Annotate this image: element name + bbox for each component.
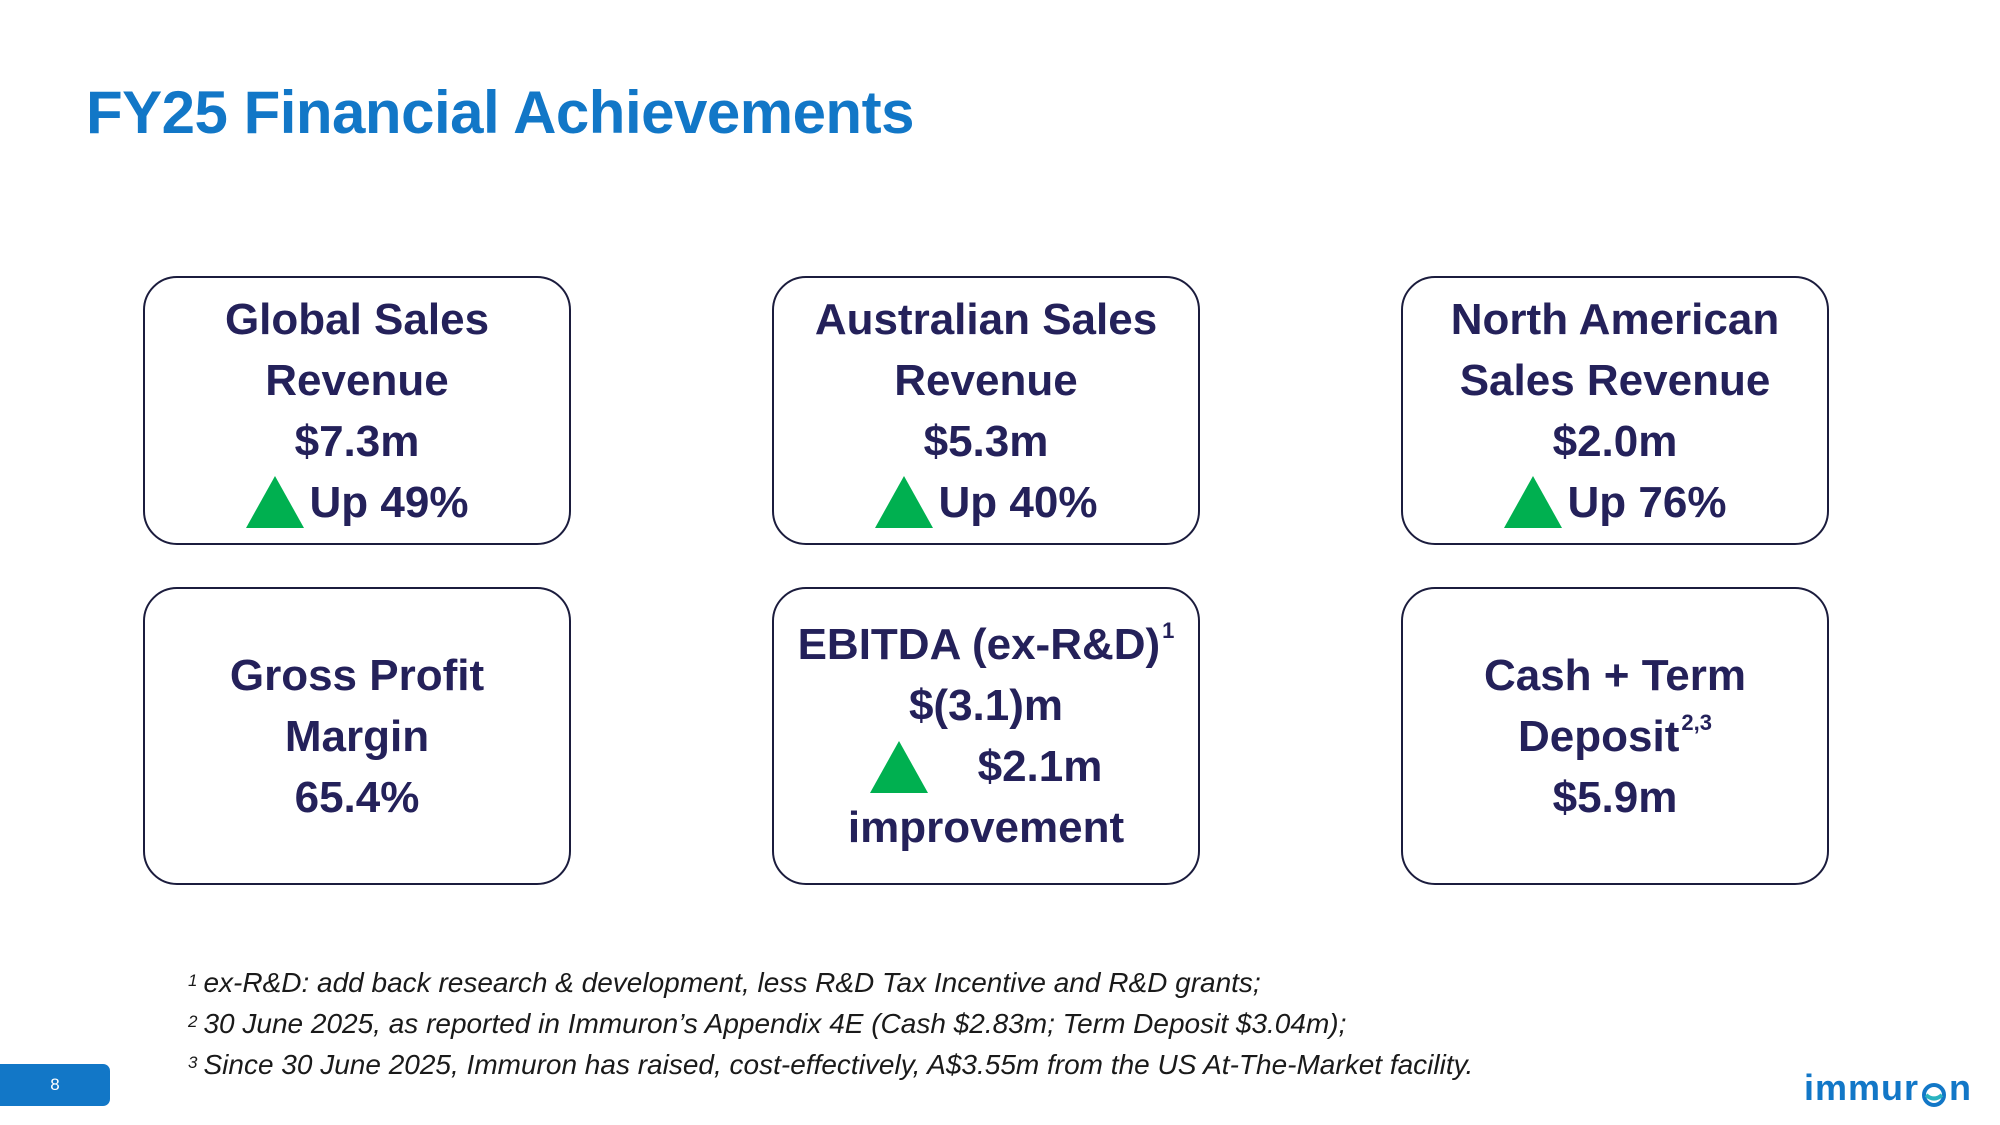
change-row: $2.1m <box>774 736 1198 797</box>
change-text: Up 76% <box>1567 477 1727 527</box>
footnote-text: 30 June 2025, as reported in Immuron’s A… <box>203 1008 1347 1039</box>
change-value: $2.1m <box>977 742 1103 791</box>
change-text: Up 40% <box>938 477 1098 527</box>
footnote-text: Since 30 June 2025, Immuron has raised, … <box>203 1049 1474 1080</box>
card-value: $5.9m <box>1552 772 1678 822</box>
footnote-number: 1 <box>188 971 198 990</box>
footnote-number: 2 <box>188 1012 198 1031</box>
change-row: Up 49% <box>145 472 569 533</box>
card-value: 65.4% <box>294 772 420 822</box>
footnote-ref: 1 <box>1162 618 1175 643</box>
footnotes: 1 ex-R&D: add back research & development… <box>188 962 1473 1085</box>
card-label: Sales Revenue <box>1459 355 1771 405</box>
card-label: Margin <box>284 711 430 761</box>
card-label: Cash + Term <box>1483 650 1747 700</box>
gross-profit-card: Gross Profit Margin 65.4% <box>143 587 571 885</box>
card-label: Deposit2,3 <box>1403 706 1827 767</box>
deposit-label: Deposit <box>1518 711 1680 761</box>
card-value: $5.3m <box>923 416 1049 466</box>
up-triangle-icon <box>1503 476 1562 528</box>
cash-term-deposit-card: Cash + Term Deposit2,3 $5.9m <box>1401 587 1829 885</box>
logo-swirl-icon <box>1921 1075 1947 1107</box>
page-number-badge: 8 <box>0 1064 110 1106</box>
ebitda-label: EBITDA (ex-R&D) <box>797 620 1161 669</box>
card-label: EBITDA (ex-R&D)1 <box>774 614 1198 675</box>
logo-text: n <box>1949 1067 1973 1108</box>
card-value: $7.3m <box>294 416 420 466</box>
immuron-logo: immur n <box>1804 1067 1973 1108</box>
australian-sales-card: Australian Sales Revenue $5.3m Up 40% <box>772 276 1200 545</box>
card-label: Revenue <box>265 355 449 405</box>
up-triangle-icon <box>874 476 933 528</box>
footnote-ref: 2,3 <box>1681 709 1712 735</box>
up-triangle-icon <box>869 740 928 793</box>
card-label: Global Sales <box>224 294 490 344</box>
footnote: 3 Since 30 June 2025, Immuron has raised,… <box>188 1044 1473 1085</box>
ebitda-card: EBITDA (ex-R&D)1 $(3.1)m $2.1m improveme… <box>772 587 1200 885</box>
slide-title: FY25 Financial Achievements <box>86 79 914 146</box>
card-label: Revenue <box>894 355 1078 405</box>
footnote: 1 ex-R&D: add back research & development… <box>188 962 1473 1003</box>
card-value: $(3.1)m <box>908 681 1064 730</box>
card-label: Australian Sales <box>814 294 1158 344</box>
change-row: Up 76% <box>1403 472 1827 533</box>
change-text: Up 49% <box>309 477 469 527</box>
logo-text: immur <box>1804 1067 1920 1108</box>
card-label: Gross Profit <box>229 650 485 700</box>
global-sales-card: Global Sales Revenue $7.3m Up 49% <box>143 276 571 545</box>
change-row: Up 40% <box>774 472 1198 533</box>
card-value: $2.0m <box>1552 416 1678 466</box>
footnote-number: 3 <box>188 1053 198 1072</box>
change-label: improvement <box>847 803 1125 852</box>
page-number: 8 <box>50 1075 60 1094</box>
footnote-text: ex-R&D: add back research & development,… <box>203 967 1261 998</box>
up-triangle-icon <box>245 476 304 528</box>
card-label: North American <box>1450 294 1780 344</box>
footnote: 2 30 June 2025, as reported in Immuron’s … <box>188 1003 1473 1044</box>
north-american-sales-card: North American Sales Revenue $2.0m Up 76… <box>1401 276 1829 545</box>
